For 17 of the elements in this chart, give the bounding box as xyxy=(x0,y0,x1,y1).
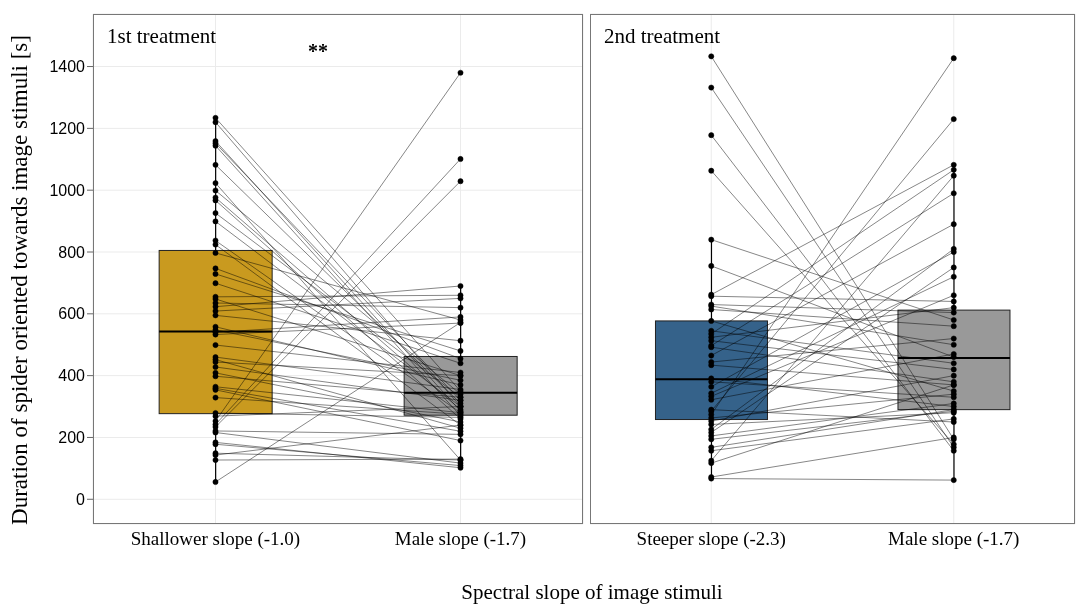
annotation: ** xyxy=(308,40,328,63)
y-tick-label: 600 xyxy=(58,305,86,323)
text: 1st treatment xyxy=(107,24,217,49)
x-tick-label: Shallower slope (-1.0) xyxy=(130,528,301,551)
y-tick-label: 1200 xyxy=(49,120,86,138)
y-tick-label: 200 xyxy=(58,429,86,447)
y-tick-label: 1000 xyxy=(49,181,86,199)
y-tick-label: 0 xyxy=(76,490,86,508)
y-tick-label: 1400 xyxy=(49,58,86,76)
text: 2nd treatment xyxy=(604,24,721,49)
x-axis-title: Spectral slope of image stimuli xyxy=(460,580,724,605)
y-tick-label: 800 xyxy=(58,243,86,261)
x-tick-label: Steeper slope (-2.3) xyxy=(636,528,786,551)
y-tick-label: 400 xyxy=(58,367,86,385)
x-tick-label: Male slope (-1.7) xyxy=(888,528,1020,551)
x-tick-label: Male slope (-1.7) xyxy=(394,528,527,551)
y-axis-title: Duration of spider oriented towards image stimuli [s] xyxy=(7,35,33,525)
